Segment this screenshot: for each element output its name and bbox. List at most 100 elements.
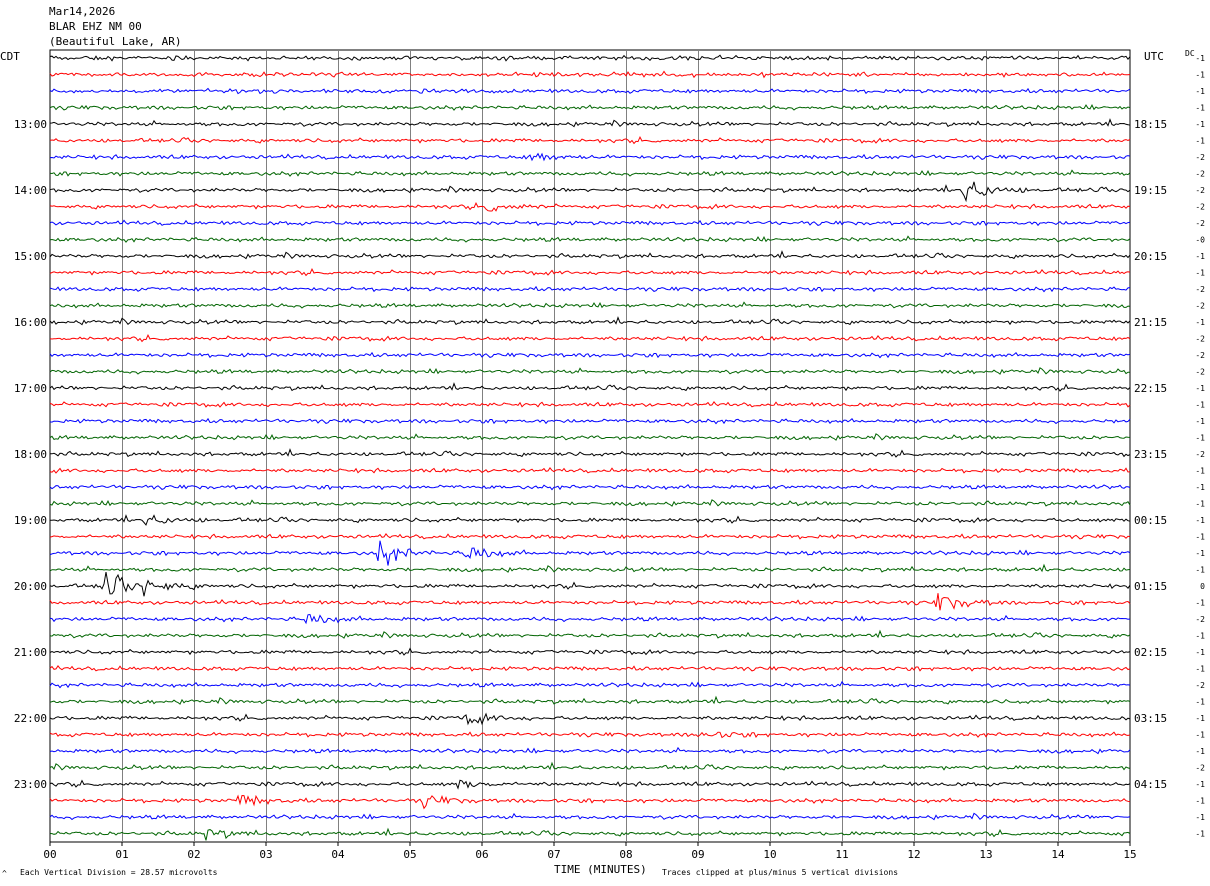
trace-row [49, 779, 1131, 790]
hour-label-left: 19:00 [14, 514, 47, 527]
dc-offset-label: -1 [1195, 500, 1205, 509]
left-timezone-label: CDT [0, 50, 20, 63]
seismic-traces [49, 54, 1131, 841]
dc-label: DC [1185, 49, 1195, 58]
trace-row [49, 135, 1131, 145]
dc-offset-label: -2 [1195, 764, 1205, 773]
dc-offset-label: -2 [1195, 219, 1205, 228]
trace-row [49, 533, 1131, 540]
header-location: (Beautiful Lake, AR) [49, 35, 182, 48]
hour-label-left: 22:00 [14, 712, 47, 725]
trace-row [49, 761, 1131, 771]
axis-labels: 13:00 14:00 15:00 16:00 17:00 18:00 19:00 20:00… [14, 54, 1205, 861]
hour-label-left: 18:00 [14, 448, 47, 461]
dc-offset-label: -2 [1195, 681, 1205, 690]
trace-row [50, 448, 1131, 458]
dc-offset-label: -2 [1195, 203, 1205, 212]
hour-label-left: 20:00 [14, 580, 47, 593]
dc-offset-label: -2 [1195, 450, 1205, 459]
hour-label-left: 21:00 [14, 646, 47, 659]
dc-offset-label: -1 [1195, 714, 1205, 723]
footer-corner-mark: ^ [2, 869, 7, 878]
dc-offset-label: -1 [1195, 780, 1205, 789]
hour-label-left: 23:00 [14, 778, 47, 791]
dc-offset-label: -2 [1195, 186, 1205, 195]
trace-row [49, 695, 1131, 705]
x-tick-label: 15 [1123, 848, 1136, 861]
dc-offset-label: -1 [1195, 71, 1205, 80]
dc-offset-label: 0 [1200, 582, 1205, 591]
dc-offset-label: -1 [1195, 417, 1205, 426]
x-tick-label: 14 [1051, 848, 1065, 861]
dc-offset-label: -1 [1195, 566, 1205, 575]
dc-offset-label: -1 [1195, 467, 1205, 476]
clip-note: Traces clipped at plus/minus 5 vertical … [662, 868, 899, 877]
trace-row [49, 499, 1131, 507]
dc-offset-label: -1 [1195, 104, 1205, 113]
time-grid [49, 49, 1131, 843]
trace-row [49, 351, 1131, 359]
trace-row [49, 103, 1131, 111]
x-tick-label: 13 [979, 848, 992, 861]
dc-offset-label: -1 [1195, 813, 1205, 822]
dc-offset-label: -2 [1195, 285, 1205, 294]
trace-row [49, 301, 1131, 309]
dc-offset-label: -1 [1195, 747, 1205, 756]
x-tick-label: 04 [331, 848, 345, 861]
trace-row [49, 401, 1131, 408]
trace-row [49, 235, 1131, 243]
x-tick-label: 08 [619, 848, 632, 861]
dc-offset-label: -0 [1195, 236, 1205, 245]
dc-offset-label: -1 [1195, 434, 1205, 443]
dc-offset-label: -1 [1195, 137, 1205, 146]
hour-label-right: 04:15 [1134, 778, 1167, 791]
hour-label-right: 03:15 [1134, 712, 1167, 725]
trace-row [49, 613, 1131, 625]
trace-row [49, 593, 1131, 611]
trace-row [49, 267, 1131, 277]
dc-offset-label: -2 [1195, 302, 1205, 311]
dc-offset-label: -2 [1195, 368, 1205, 377]
trace-row [49, 572, 1131, 597]
dc-offset-label: -1 [1195, 549, 1205, 558]
trace-row [49, 540, 1131, 566]
x-tick-label: 07 [547, 848, 560, 861]
trace-row [49, 219, 1131, 227]
dc-offset-label: -2 [1195, 615, 1205, 624]
trace-row [49, 629, 1131, 639]
trace-row [49, 483, 1131, 491]
hour-label-right: 01:15 [1134, 580, 1167, 593]
trace-row [49, 467, 1131, 474]
dc-offset-label: -1 [1195, 384, 1205, 393]
trace-row [49, 87, 1131, 95]
hour-label-left: 16:00 [14, 316, 47, 329]
trace-row [49, 712, 1131, 726]
trace-row [49, 152, 1131, 162]
dc-offset-label: -1 [1195, 731, 1205, 740]
trace-row [49, 514, 1131, 526]
header-date: Mar14,2026 [49, 5, 116, 18]
dc-offset-label: -1 [1195, 252, 1205, 261]
trace-row [49, 433, 1131, 441]
x-tick-label: 11 [835, 848, 848, 861]
dc-offset-label: -1 [1195, 830, 1205, 839]
trace-row [49, 746, 1131, 755]
right-timezone-label: UTC [1144, 50, 1164, 63]
dc-offset-label: -2 [1195, 170, 1205, 179]
dc-offset-label: -1 [1195, 648, 1205, 657]
dc-offset-label: -1 [1195, 318, 1205, 327]
trace-row [49, 794, 1131, 810]
x-tick-label: 05 [403, 848, 416, 861]
dc-offset-label: -1 [1195, 698, 1205, 707]
dc-offset-label: -2 [1195, 351, 1205, 360]
trace-row [49, 647, 1131, 656]
x-tick-label: 12 [907, 848, 920, 861]
x-axis-title: TIME (MINUTES) [554, 863, 647, 876]
dc-offset-label: -2 [1195, 335, 1205, 344]
hour-label-right: 00:15 [1134, 514, 1167, 527]
trace-row [49, 563, 1131, 573]
header-station: BLAR EHZ NM 00 [49, 20, 142, 33]
dc-offset-label: -1 [1195, 269, 1205, 278]
hour-label-left: 15:00 [14, 250, 47, 263]
